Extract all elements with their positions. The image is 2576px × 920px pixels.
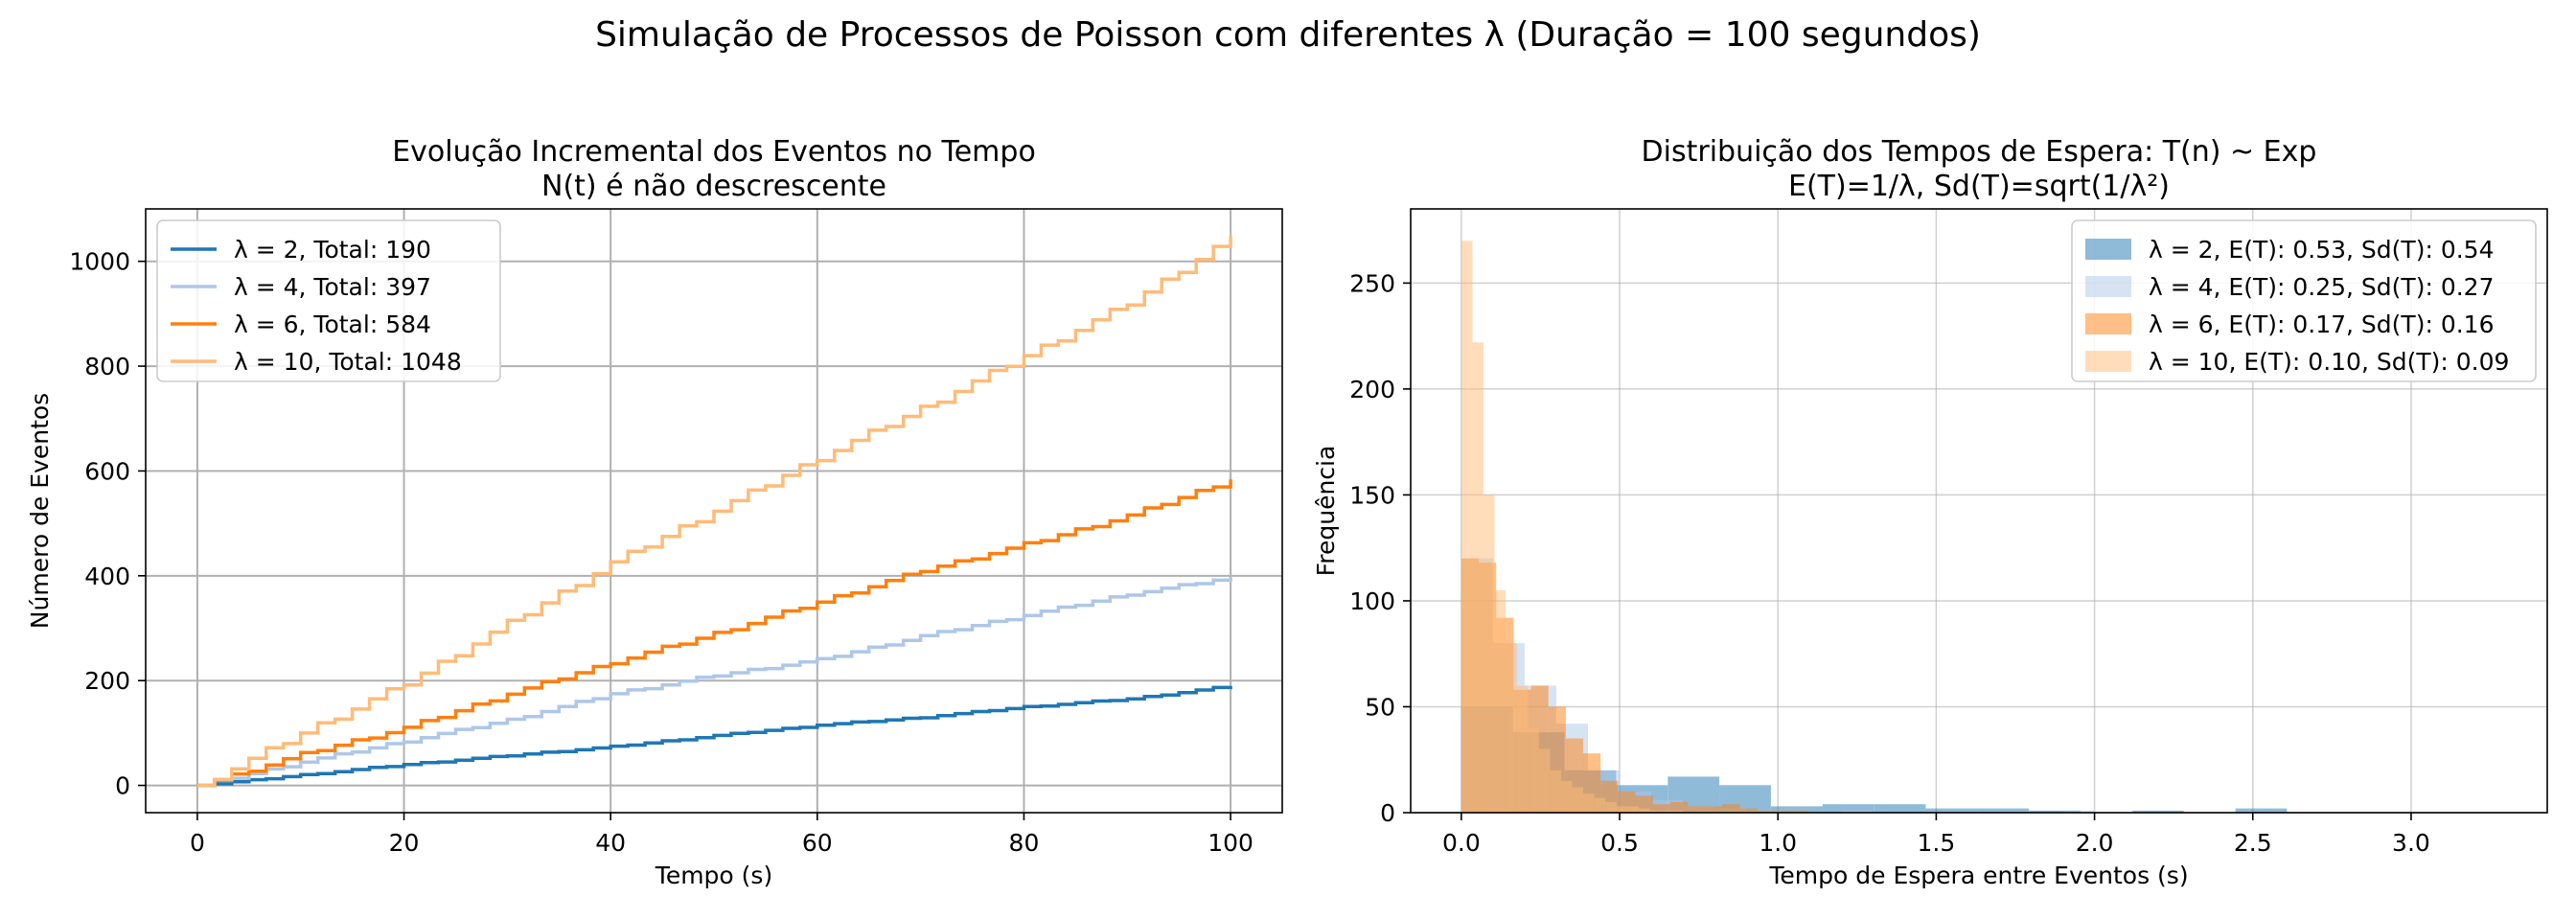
x-tick-label: 1.0 xyxy=(1759,829,1797,857)
y-tick-label: 150 xyxy=(1349,481,1395,509)
series-line xyxy=(196,479,1232,788)
histogram-bar xyxy=(1977,808,2030,813)
histogram-bar xyxy=(1669,801,1689,813)
figure-suptitle: Simulação de Processos de Poisson com di… xyxy=(595,15,1981,55)
y-tick-label: 200 xyxy=(84,667,130,695)
histogram-bar xyxy=(2029,810,2081,813)
histogram-bar xyxy=(1649,810,1661,813)
legend-label: λ = 10, E(T): 0.10, Sd(T): 0.09 xyxy=(2149,348,2509,376)
chart-title: Distribuição dos Tempos de Espera: T(n) … xyxy=(1642,135,2317,169)
histogram-bar xyxy=(1538,748,1551,813)
legend-swatch xyxy=(2085,313,2131,334)
histogram-bar xyxy=(1822,804,1874,813)
histogram-bar xyxy=(1874,804,1926,813)
histogram-bar xyxy=(1516,685,1529,813)
histogram-bar xyxy=(1757,810,1775,813)
histogram-bar xyxy=(1616,806,1628,813)
legend-label: λ = 10, Total: 1048 xyxy=(234,348,462,376)
histogram-bar xyxy=(1688,806,1706,813)
y-axis-label: Número de Eventos xyxy=(26,393,54,629)
x-axis-label: Tempo (s) xyxy=(655,862,772,889)
histogram-bar xyxy=(1528,727,1539,813)
legend-box xyxy=(2071,219,2537,382)
line-chart-events: Evolução Incremental dos Eventos no Temp… xyxy=(26,135,1283,889)
histogram-bar xyxy=(1841,810,1874,813)
x-tick-label: 80 xyxy=(1009,829,1040,857)
x-tick-label: 20 xyxy=(389,829,420,857)
histogram-bar xyxy=(1638,808,1650,813)
histogram-bar xyxy=(1472,342,1484,813)
histogram-bar xyxy=(1774,810,1793,813)
x-tick-label: 0 xyxy=(190,829,205,857)
chart-subtitle: N(t) é não descrescente xyxy=(541,170,886,203)
legend-swatch xyxy=(2085,276,2131,297)
legend-label: λ = 2, Total: 190 xyxy=(234,236,431,264)
histogram-bar xyxy=(2062,810,2095,813)
legend-label: λ = 6, E(T): 0.17, Sd(T): 0.16 xyxy=(2149,310,2495,338)
y-axis-label: Frequência xyxy=(1312,446,1340,577)
histogram-bar xyxy=(1484,494,1495,813)
histogram-bar xyxy=(1605,801,1617,813)
y-tick-label: 250 xyxy=(1349,269,1395,297)
legend-swatch xyxy=(2085,239,2131,260)
histogram-waiting-times: Distribuição dos Tempos de Espera: T(n) … xyxy=(1312,135,2548,889)
histogram-bar xyxy=(1671,810,1684,813)
y-tick-label: 0 xyxy=(1380,799,1395,827)
y-tick-label: 0 xyxy=(115,772,130,800)
x-tick-label: 0.0 xyxy=(1442,829,1481,857)
histogram-bar xyxy=(1583,794,1595,813)
series-line xyxy=(196,685,1232,788)
histogram-bar xyxy=(1560,780,1573,813)
chart-title: Evolução Incremental dos Eventos no Temp… xyxy=(392,135,1036,169)
histogram-bar xyxy=(1661,810,1672,813)
plot-frame xyxy=(145,208,1283,814)
y-tick-label: 600 xyxy=(84,457,130,485)
histogram-bar xyxy=(1572,787,1584,813)
histogram-bar xyxy=(1652,804,1670,813)
histogram-bar xyxy=(2131,810,2184,813)
histogram-bar xyxy=(1635,795,1653,813)
histogram-bar xyxy=(1739,808,1758,813)
x-tick-label: 3.0 xyxy=(2392,829,2430,857)
histogram-bar xyxy=(1771,806,1823,813)
histogram-bar xyxy=(1460,241,1473,813)
x-tick-label: 100 xyxy=(1208,829,1254,857)
y-tick-label: 50 xyxy=(1365,693,1395,721)
histogram-bar xyxy=(1792,810,1810,813)
legend-label: λ = 4, Total: 397 xyxy=(234,273,431,301)
y-tick-label: 200 xyxy=(1349,376,1395,403)
x-axis-label: Tempo de Espera entre Eventos (s) xyxy=(1768,862,2188,889)
x-tick-label: 0.5 xyxy=(1600,829,1639,857)
series-line xyxy=(196,577,1232,788)
legend-label: λ = 2, E(T): 0.53, Sd(T): 0.54 xyxy=(2149,236,2495,264)
histogram-bar xyxy=(1550,770,1561,813)
series-line xyxy=(196,236,1232,788)
x-tick-label: 2.0 xyxy=(2076,829,2114,857)
histogram-bar xyxy=(1722,804,1740,813)
legend-label: λ = 6, Total: 584 xyxy=(234,310,431,338)
y-tick-label: 800 xyxy=(84,353,130,380)
histogram-bar xyxy=(1627,806,1639,813)
x-tick-label: 60 xyxy=(802,829,833,857)
x-tick-label: 1.5 xyxy=(1918,829,1956,857)
y-tick-label: 400 xyxy=(84,563,130,590)
y-tick-label: 100 xyxy=(1349,587,1395,615)
legend-box xyxy=(156,219,501,382)
histogram-bar xyxy=(1925,808,1978,813)
histogram-bar xyxy=(2235,808,2288,813)
y-tick-label: 1000 xyxy=(69,248,130,276)
histogram-bar xyxy=(1705,806,1723,813)
chart-subtitle: E(T)=1/λ, Sd(T)=sqrt(1/λ²) xyxy=(1788,170,2170,203)
x-tick-label: 40 xyxy=(595,829,626,857)
legend-label: λ = 4, E(T): 0.25, Sd(T): 0.27 xyxy=(2149,273,2495,301)
plot-frame xyxy=(1410,208,2548,814)
histogram-bar xyxy=(1594,797,1606,813)
histogram-bar xyxy=(1506,643,1517,813)
x-tick-label: 2.5 xyxy=(2234,829,2272,857)
histogram-bar xyxy=(1494,589,1506,813)
legend-swatch xyxy=(2085,351,2131,372)
